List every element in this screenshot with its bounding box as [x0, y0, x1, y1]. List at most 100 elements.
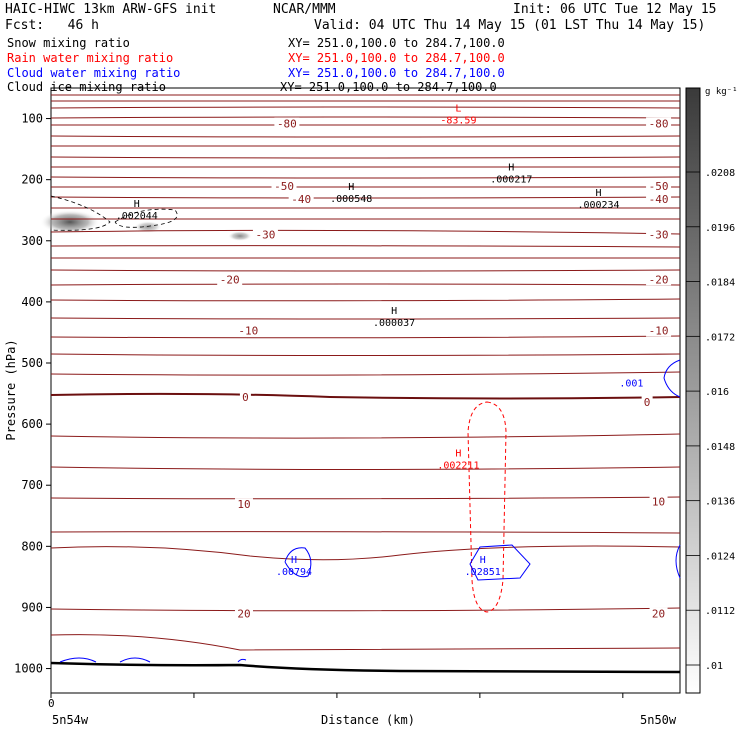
- y-tick-label: 700: [21, 478, 43, 492]
- extremum-value: .02851: [465, 567, 501, 578]
- isotherm-line: [50, 466, 681, 470]
- field-cloudwater-xy: XY= 251.0,100.0 to 284.7,100.0: [288, 66, 505, 80]
- x-axis-title: Distance (km): [321, 713, 415, 727]
- isotherm-label: -30: [649, 229, 669, 242]
- forecast-hour: Fcst: 46 h: [5, 18, 99, 33]
- colorbar-tick-label: .0172: [705, 332, 735, 343]
- isotherm-label-bg: [239, 391, 251, 404]
- snow-contour: [114, 208, 178, 228]
- extremum-value: .002211: [437, 461, 479, 472]
- isotherm-label: 0: [242, 391, 249, 404]
- y-axis: 100 200 300 400 500 600 700 800 900 1000: [14, 112, 51, 676]
- model-title: HAIC-HIWC 13km ARW-GFS init: [5, 2, 217, 17]
- plot-frame: [50, 87, 681, 694]
- colorbar-tick-label: .0112: [705, 606, 735, 617]
- terrain-line: [50, 661, 681, 674]
- isotherm-label: -80: [649, 117, 669, 130]
- colorbar-tick-label: .0208: [705, 168, 735, 179]
- y-tick-label: 900: [21, 600, 43, 614]
- organization-label: NCAR/MMM: [273, 2, 336, 17]
- field-rain-name: Rain water mixing ratio: [7, 51, 174, 65]
- snow-shade-blob: [228, 231, 252, 241]
- isotherm-line: [50, 607, 681, 612]
- cloud-water-contour: [119, 657, 151, 663]
- isotherm-label-bg: [646, 324, 672, 337]
- x-axis: 0: [48, 693, 624, 710]
- snow-shade-blob: [134, 221, 162, 233]
- colorbar-tick-label: .01: [705, 661, 723, 672]
- isotherm-line: [50, 106, 681, 109]
- isotherm-label-bg: [649, 607, 668, 620]
- extremum-value: .001: [619, 379, 643, 390]
- isotherm-labels: -80 -80-50 -50-40 -40-30 -30-20 -20-10 -100 010…: [217, 117, 672, 621]
- colorbar-tick-label: .0196: [705, 223, 735, 234]
- isotherm-label-bg: [646, 193, 672, 206]
- extremum-value: .000037: [373, 318, 415, 329]
- isotherm-line: [50, 298, 681, 302]
- snow-contours: [50, 195, 178, 231]
- extremum-marker: H: [596, 188, 602, 199]
- isotherm-label: 10: [652, 496, 665, 509]
- isotherm-line: [50, 116, 681, 119]
- y-tick-label: 500: [21, 356, 43, 370]
- init-time: Init: 06 UTC Tue 12 May 15: [513, 2, 717, 17]
- snow-shade-blob: [40, 210, 100, 234]
- isotherm-line: [50, 245, 681, 248]
- colorbar-tick-label: .0136: [705, 497, 735, 508]
- isotherm-line: [50, 371, 681, 376]
- isotherm-line: [50, 176, 681, 179]
- isotherm-label: -20: [649, 273, 669, 286]
- extremum-value: .000234: [577, 200, 619, 211]
- isotherm-line: [50, 196, 681, 199]
- isotherm-line: [50, 353, 681, 356]
- extremum-marker: H: [291, 555, 297, 566]
- extremum-marker: H: [134, 199, 140, 210]
- cloud-water-contour: [663, 359, 681, 398]
- field-cloudice-name: Cloud ice mixing ratio: [7, 80, 166, 94]
- y-tick-label: 200: [21, 173, 43, 187]
- isotherm-zero-line: [50, 392, 681, 400]
- isotherm-label-bg: [252, 228, 278, 241]
- isotherm-label-bg: [649, 495, 668, 508]
- isotherm-label: 20: [652, 608, 665, 621]
- isotherm-label-bg: [234, 498, 253, 511]
- isotherm-lines: [50, 94, 681, 651]
- cloud-water-contour: [675, 544, 681, 579]
- extremum-marker: H: [508, 163, 514, 174]
- isotherm-label: 20: [237, 608, 250, 621]
- isotherm-label: -50: [274, 180, 294, 193]
- colorbar-tick-label: .0184: [705, 278, 735, 289]
- field-snow-name: Snow mixing ratio: [7, 36, 130, 50]
- isotherm-line: [50, 433, 681, 439]
- cloud-water-contour: [59, 657, 97, 663]
- rain-contour: [467, 401, 507, 613]
- colorbar-tick-label: .0124: [705, 551, 735, 562]
- isotherm-label-bg: [646, 228, 672, 241]
- extremum-marker: H: [480, 555, 486, 566]
- isotherm-line: [50, 269, 681, 272]
- extremum-marker: H: [391, 306, 397, 317]
- colorbar-unit: g kg⁻¹: [705, 87, 738, 97]
- snow-contour: [50, 195, 111, 231]
- isotherm-line: [50, 317, 681, 320]
- isotherm-label: -30: [255, 229, 275, 242]
- isotherm-label-bg: [641, 396, 653, 409]
- y-axis-title: Pressure (hPa): [4, 339, 18, 440]
- colorbar-tick-label: .016: [705, 387, 729, 398]
- isotherm-line: [50, 545, 681, 561]
- isotherm-label: -80: [277, 117, 297, 130]
- extremum-value: -83.59: [440, 115, 476, 126]
- y-tick-label: 800: [21, 539, 43, 553]
- isotherm-line: [50, 335, 681, 339]
- x-tick-label: 0: [48, 697, 55, 710]
- isotherm-label: -10: [238, 325, 258, 338]
- extremum-marker: H: [455, 449, 461, 460]
- isotherm-line: [50, 135, 681, 138]
- snow-shading: [40, 210, 252, 241]
- valid-time: Valid: 04 UTC Thu 14 May 15 (01 LST Thu …: [314, 18, 706, 33]
- isotherm-label: -50: [649, 180, 669, 193]
- cloud-water-contours: [59, 359, 681, 663]
- field-cloudice-xy: XY= 251.0,100.0 to 284.7,100.0: [280, 80, 497, 94]
- colorbar-gradient: [685, 87, 701, 694]
